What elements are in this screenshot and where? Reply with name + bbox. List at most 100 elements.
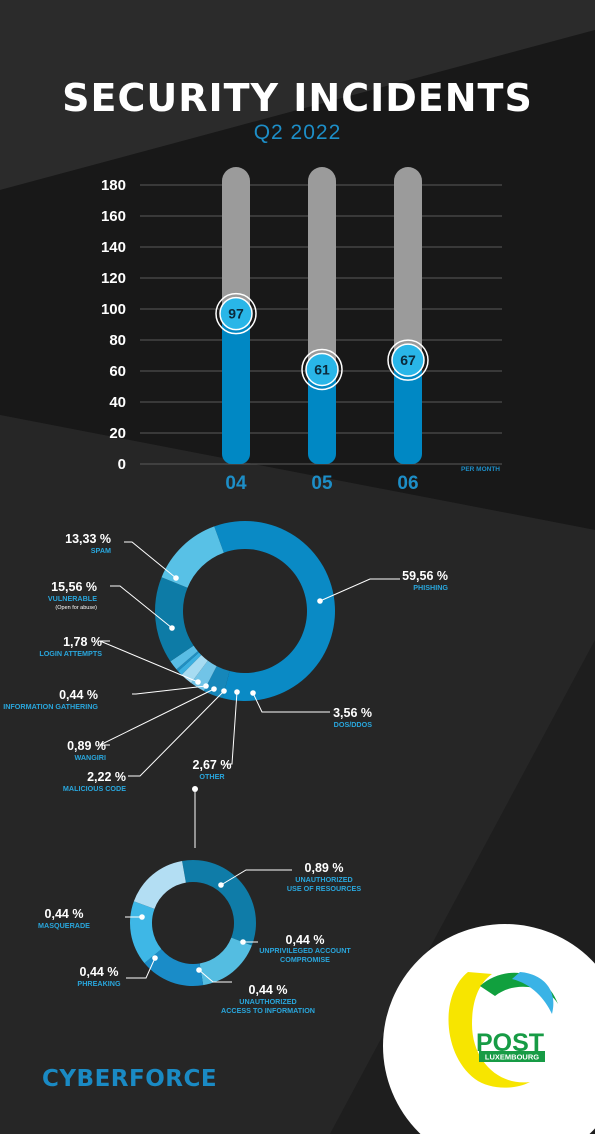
leader-dot xyxy=(211,686,217,692)
slice-label: UNAUTHORIZED xyxy=(239,997,297,1006)
y-tick-label: 60 xyxy=(109,363,126,380)
incident-type-donut: 59,56 %PHISHING 3,56 %DOS/DDOS 2,67 %OTHER… xyxy=(3,521,448,830)
donut-slice-1 xyxy=(199,937,252,986)
leader-dot xyxy=(196,967,202,973)
x-tick-label: 05 xyxy=(311,473,333,494)
slice-value: 0,44 % xyxy=(80,965,119,979)
slice-sublabel: (Open for abuse) xyxy=(55,605,97,611)
leader-dot xyxy=(195,679,201,685)
y-tick-label: 40 xyxy=(109,394,126,411)
footer-brand: CYBERFORCE xyxy=(42,1066,218,1092)
leader-line xyxy=(126,957,156,979)
y-tick-label: 120 xyxy=(101,270,126,287)
slice-value: 0,89 % xyxy=(305,861,344,875)
slice-value: 3,56 % xyxy=(333,706,372,720)
slice-value: 2,67 % xyxy=(193,758,232,772)
logo-text-luxembourg: LUXEMBOURG xyxy=(485,1053,539,1062)
leader-line xyxy=(319,578,400,602)
leader-line xyxy=(132,685,207,695)
leader-line xyxy=(110,585,173,629)
y-tick-label: 140 xyxy=(101,239,126,256)
y-tick-label: 80 xyxy=(109,332,126,349)
donut-slice-3 xyxy=(181,654,208,684)
slice-value: 0,44 % xyxy=(59,688,98,702)
value-bubble xyxy=(391,343,425,377)
leader-dot xyxy=(152,955,158,961)
value-bubble xyxy=(305,352,339,387)
page-title: SECURITY INCIDENTS xyxy=(62,76,533,120)
leader-dot xyxy=(234,689,240,695)
leader-dot xyxy=(221,688,227,694)
leader-line xyxy=(99,640,199,683)
slice-value: 1,78 % xyxy=(63,635,102,649)
y-tick-label: 180 xyxy=(101,177,126,194)
slice-label: MASQUERADE xyxy=(38,921,90,930)
leader-line xyxy=(220,869,292,886)
slice-label: INFORMATION GATHERING xyxy=(3,702,98,711)
leader-dot xyxy=(203,683,209,689)
donut-slice-0 xyxy=(182,860,256,946)
connector-dot xyxy=(192,786,198,792)
slice-label: OTHER xyxy=(199,772,225,781)
slice-value: 0,44 % xyxy=(286,933,325,947)
leader-dot xyxy=(250,690,256,696)
slice-value: 59,56 % xyxy=(402,569,448,583)
leader-line xyxy=(252,692,330,713)
leader-dot xyxy=(169,625,175,631)
y-tick-label: 20 xyxy=(109,425,126,442)
slice-value: 15,56 % xyxy=(51,580,97,594)
x-axis-label: PER MONTH xyxy=(461,466,500,473)
slice-value: 0,44 % xyxy=(249,983,288,997)
donut-slice-4 xyxy=(133,860,186,909)
slice-label: UNPRIVILEGED ACCOUNT xyxy=(259,946,351,955)
slice-label: PHISHING xyxy=(413,583,448,592)
slice-label: UNAUTHORIZED xyxy=(295,875,353,884)
slice-label: ACCESS TO INFORMATION xyxy=(221,1006,315,1015)
donut-slice-4 xyxy=(178,652,202,675)
slice-label: SPAM xyxy=(91,546,111,555)
value-ring xyxy=(215,292,257,335)
leader-line xyxy=(128,690,225,777)
slice-value: 2,22 % xyxy=(87,770,126,784)
page-subtitle: Q2 2022 xyxy=(253,121,342,144)
slice-value: 0,89 % xyxy=(67,739,106,753)
bar-06 xyxy=(394,360,422,464)
donut-slice-2 xyxy=(144,949,204,986)
value-ring xyxy=(301,348,343,391)
donut-slice-7 xyxy=(155,577,194,662)
data-label: 67 xyxy=(400,352,416,368)
value-bubble xyxy=(219,296,253,331)
slice-value: 0,44 % xyxy=(45,907,84,921)
leader-line xyxy=(124,541,177,579)
leader-dot xyxy=(218,882,224,888)
leader-dot xyxy=(139,914,145,920)
bar-04 xyxy=(222,313,250,464)
donut-slice-5 xyxy=(176,651,199,672)
leader-dot xyxy=(317,598,323,604)
leader-line xyxy=(226,691,238,765)
donut-slice-6 xyxy=(170,645,198,670)
leader-dot xyxy=(240,939,246,945)
slice-value: 13,33 % xyxy=(65,532,111,546)
slice-label: PHREAKING xyxy=(77,979,121,988)
slice-label: VULNERABLE xyxy=(48,594,97,603)
slice-label: DOS/DDOS xyxy=(334,720,373,729)
leader-dot xyxy=(173,575,179,581)
slice-label: COMPROMISE xyxy=(280,955,330,964)
x-tick-label: 04 xyxy=(225,473,247,494)
slice-label: USE OF RESOURCES xyxy=(287,884,361,893)
x-tick-label: 06 xyxy=(397,473,418,494)
post-luxembourg-logo: POST LUXEMBOURG xyxy=(383,924,595,1134)
donut-slice-0 xyxy=(214,521,336,701)
data-label: 61 xyxy=(314,361,330,377)
slice-label: WANGIRI xyxy=(74,753,106,762)
y-tick-label: 100 xyxy=(101,301,126,318)
bar-chart: 0 20 40 60 80 100 120 140 160 180 97 04 61 05 67 06 PER … xyxy=(101,167,502,494)
data-label: 97 xyxy=(228,306,244,322)
y-tick-label: 160 xyxy=(101,208,126,225)
donut-slice-8 xyxy=(161,526,224,588)
y-tick-label: 0 xyxy=(118,456,126,473)
